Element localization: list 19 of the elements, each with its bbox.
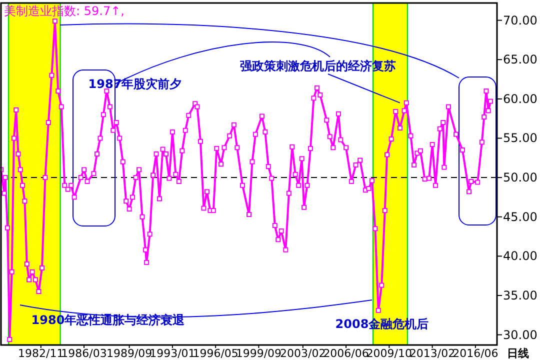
x-tick-label: 1993/01 [150, 347, 196, 360]
x-tick-label: 1996/05 [192, 347, 238, 360]
y-tick-label: 60.00 [503, 92, 538, 106]
x-tick-label: 1986/03 [61, 347, 107, 360]
x-tick-label: 1989/09 [106, 347, 152, 360]
y-tick-label: 35.00 [503, 288, 538, 302]
y-tick-label: 40.00 [503, 249, 538, 264]
x-tick-label: 1999/09 [236, 347, 282, 360]
x-tick-label: 2003/02 [280, 347, 326, 360]
y-tick-label: 55.00 [503, 131, 538, 146]
x-tick-label: 2006/06 [323, 347, 369, 360]
y-tick-label: 70.00 [503, 13, 538, 28]
y-tick-label: 65.00 [503, 52, 538, 67]
text: 日线 [507, 347, 529, 360]
y-tick-label: 45.00 [503, 210, 538, 224]
y-tick-label: 30.00 [503, 328, 538, 342]
y-tick-label: 50.00 [503, 170, 538, 185]
x-tick-label: 2016/06 [452, 347, 498, 360]
x-tick-label: 1982/11 [18, 347, 64, 360]
